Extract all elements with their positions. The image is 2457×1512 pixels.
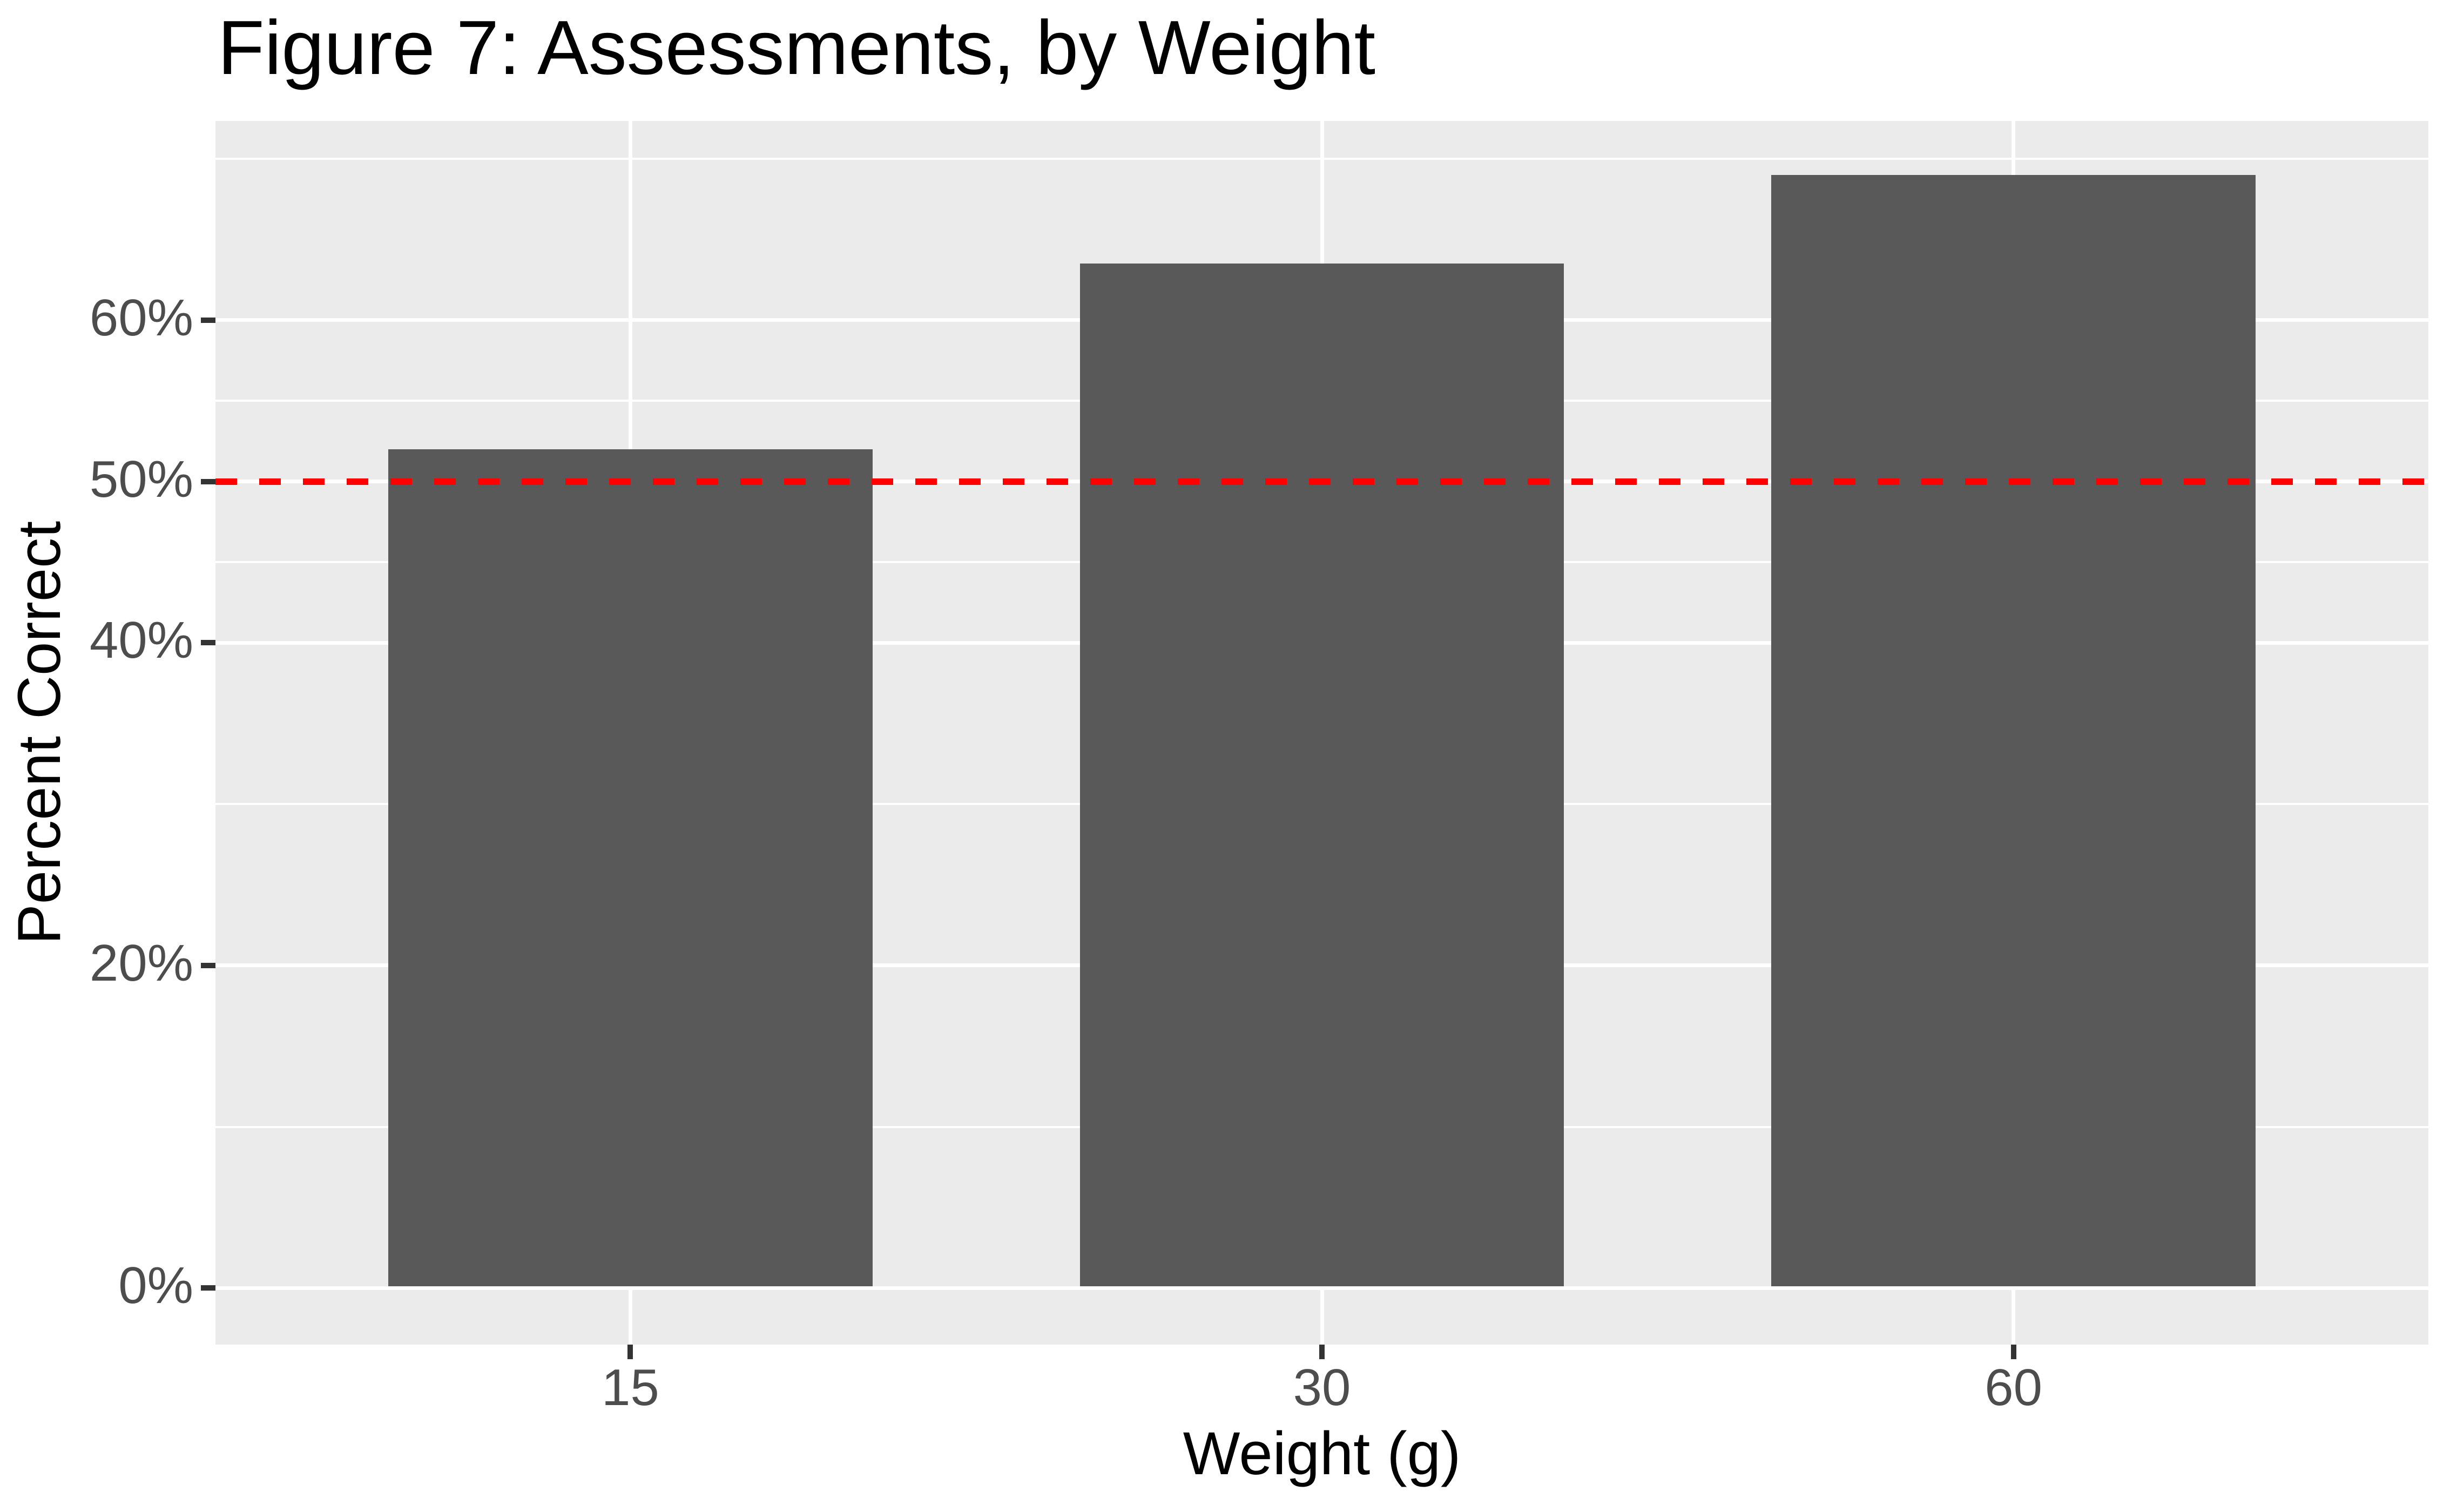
bar-60 [1771, 175, 2256, 1287]
x-axis-title: Weight (g) [1183, 1420, 1461, 1487]
x-axis-tick-label: 60 [1985, 1359, 2043, 1416]
x-axis-tick-mark [627, 1345, 633, 1359]
y-axis-tick-label: 60% [89, 288, 193, 347]
reference-line-50pct [215, 478, 2428, 485]
y-axis-title: Percent Correct [5, 521, 73, 945]
y-axis-tick-label: 50% [89, 450, 193, 508]
bar-30 [1079, 264, 1564, 1287]
x-axis-tick-mark [1319, 1345, 1325, 1359]
y-axis-tick-mark [201, 962, 215, 968]
y-axis-tick-label: 0% [118, 1257, 193, 1315]
x-axis-tick-label: 15 [601, 1359, 659, 1416]
y-axis-tick-mark [201, 317, 215, 323]
x-axis-tick-label: 30 [1293, 1359, 1351, 1416]
plot-panel [215, 121, 2428, 1345]
y-axis-tick-mark [201, 1285, 215, 1291]
y-axis-tick-mark [201, 478, 215, 484]
y-axis-tick-label: 20% [89, 934, 193, 992]
bar-15 [388, 449, 873, 1287]
x-axis-tick-mark [2010, 1345, 2016, 1359]
y-axis-tick-mark [201, 640, 215, 646]
y-axis-tick-label: 40% [89, 611, 193, 670]
chart-title: Figure 7: Assessments, by Weight [218, 5, 1376, 91]
